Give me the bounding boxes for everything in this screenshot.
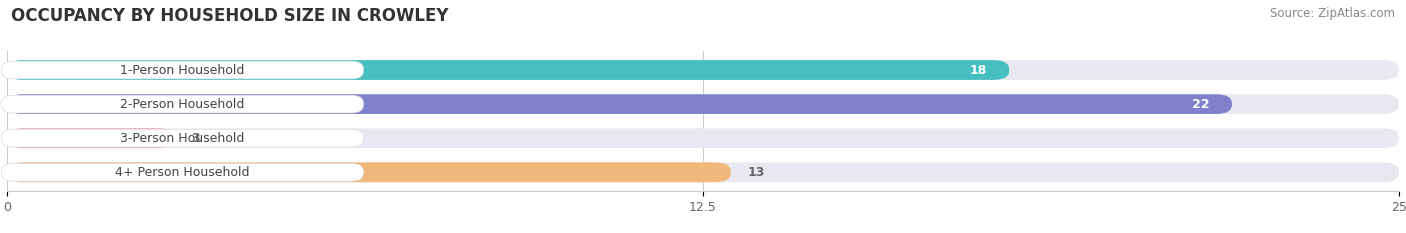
- Text: 3-Person Household: 3-Person Household: [121, 132, 245, 145]
- FancyBboxPatch shape: [7, 128, 1399, 148]
- FancyBboxPatch shape: [7, 94, 1399, 114]
- FancyBboxPatch shape: [1, 163, 363, 181]
- FancyBboxPatch shape: [1, 61, 363, 79]
- Text: 3: 3: [191, 132, 200, 145]
- FancyBboxPatch shape: [7, 94, 1232, 114]
- FancyBboxPatch shape: [7, 162, 1399, 182]
- FancyBboxPatch shape: [7, 162, 731, 182]
- FancyBboxPatch shape: [7, 60, 1010, 80]
- Text: 18: 18: [970, 64, 987, 76]
- Text: 13: 13: [748, 166, 765, 179]
- Text: OCCUPANCY BY HOUSEHOLD SIZE IN CROWLEY: OCCUPANCY BY HOUSEHOLD SIZE IN CROWLEY: [11, 7, 449, 25]
- Text: 2-Person Household: 2-Person Household: [121, 98, 245, 111]
- Text: 4+ Person Household: 4+ Person Household: [115, 166, 250, 179]
- Text: 1-Person Household: 1-Person Household: [121, 64, 245, 76]
- FancyBboxPatch shape: [1, 129, 363, 147]
- FancyBboxPatch shape: [7, 60, 1399, 80]
- FancyBboxPatch shape: [1, 95, 363, 113]
- Text: 22: 22: [1192, 98, 1209, 111]
- FancyBboxPatch shape: [7, 128, 174, 148]
- Text: Source: ZipAtlas.com: Source: ZipAtlas.com: [1270, 7, 1395, 20]
